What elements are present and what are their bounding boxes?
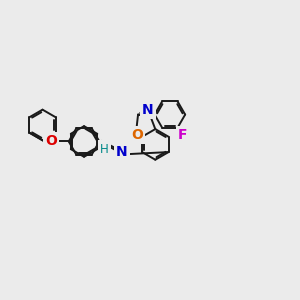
Text: F: F — [178, 128, 188, 142]
Text: O: O — [131, 128, 143, 142]
Text: N: N — [116, 145, 127, 159]
Text: H: H — [100, 142, 109, 156]
Text: O: O — [45, 134, 57, 148]
Text: N: N — [142, 103, 154, 117]
